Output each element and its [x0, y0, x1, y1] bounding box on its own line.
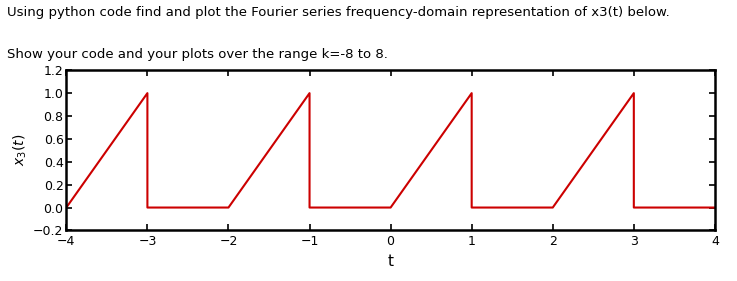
Y-axis label: $x_3(t)$: $x_3(t)$ — [12, 134, 29, 166]
X-axis label: t: t — [388, 254, 394, 269]
Text: Show your code and your plots over the range k=-8 to 8.: Show your code and your plots over the r… — [7, 48, 388, 61]
Text: Using python code find and plot the Fourier series frequency-domain representati: Using python code find and plot the Four… — [7, 6, 670, 19]
